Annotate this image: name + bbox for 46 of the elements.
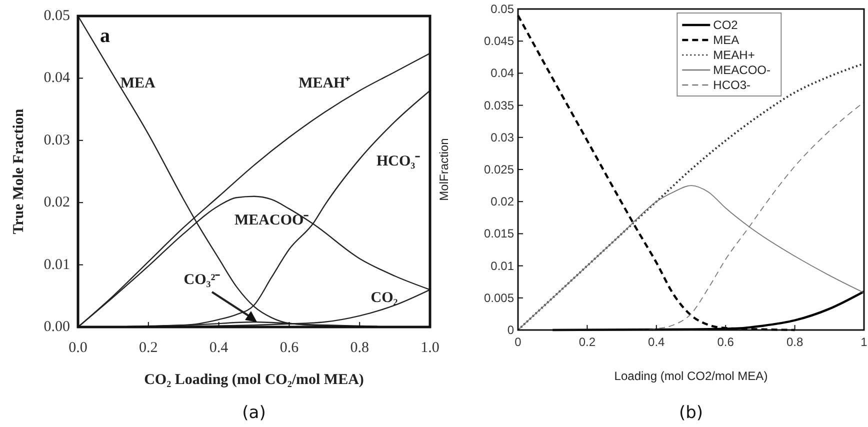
y-tick-label: 0.02	[44, 194, 70, 211]
y-tick-label: 0.025	[484, 162, 514, 176]
series-label: HCO₃⁻	[376, 153, 420, 170]
y-tick-label: 0.00	[44, 319, 70, 335]
y-tick-label: 0	[507, 323, 514, 337]
x-axis-title: Loading (mol CO2/mol MEA)	[614, 369, 768, 383]
y-tick-label: 0.05	[44, 8, 70, 24]
series-label: CO₂	[370, 290, 398, 306]
annotation: a	[100, 25, 110, 47]
x-tick-label: 0.8	[350, 340, 369, 356]
x-tick-label: 0.8	[786, 335, 804, 349]
legend-label: CO2	[713, 18, 738, 32]
x-tick-label: 0.2	[139, 340, 158, 356]
y-tick-label: 0.005	[484, 290, 514, 305]
series-label: MEACOO⁻	[234, 212, 309, 228]
y-tick-label: 0.045	[484, 34, 514, 48]
legend-label: HCO3-	[713, 78, 751, 92]
series-label: MEA	[120, 76, 156, 92]
y-tick-label: 0.035	[484, 98, 514, 112]
text: (a)	[242, 403, 266, 423]
legend-label: MEAH+	[713, 48, 755, 62]
x-tick-label: 1	[860, 335, 868, 349]
x-axis-title: CO₂ Loading (mol CO₂/mol MEA)	[144, 372, 364, 388]
y-tick-label: 0.05	[490, 2, 514, 16]
x-tick-label: 0.2	[578, 335, 596, 349]
legend-label: MEACOO-	[713, 63, 771, 77]
x-tick-label: 0.4	[648, 335, 666, 349]
x-tick-label: 0.6	[280, 340, 300, 356]
y-axis-title: True Mole Fraction	[11, 108, 27, 234]
text: CO₃²⁻	[184, 272, 220, 288]
legend-label: MEA	[713, 33, 740, 47]
y-tick-label: 0.03	[490, 130, 514, 144]
y-axis-title: MolFraction	[437, 138, 451, 201]
y-tick-label: 0.02	[490, 194, 514, 209]
text: (b)	[678, 403, 704, 423]
y-tick-label: 0.01	[490, 258, 514, 273]
x-tick-label: 0.0	[68, 340, 88, 356]
y-tick-label: 0.04	[44, 70, 70, 86]
y-tick-label: 0.01	[44, 256, 70, 273]
x-tick-label: 0.4	[209, 340, 229, 356]
x-tick-label: 1.0	[420, 340, 440, 356]
y-tick-label: 0.015	[484, 226, 514, 241]
x-tick-label: 0.6	[717, 335, 734, 349]
y-tick-label: 0.03	[44, 132, 70, 148]
y-tick-label: 0.04	[490, 66, 514, 80]
series-label: MEAH⁺	[298, 76, 350, 92]
